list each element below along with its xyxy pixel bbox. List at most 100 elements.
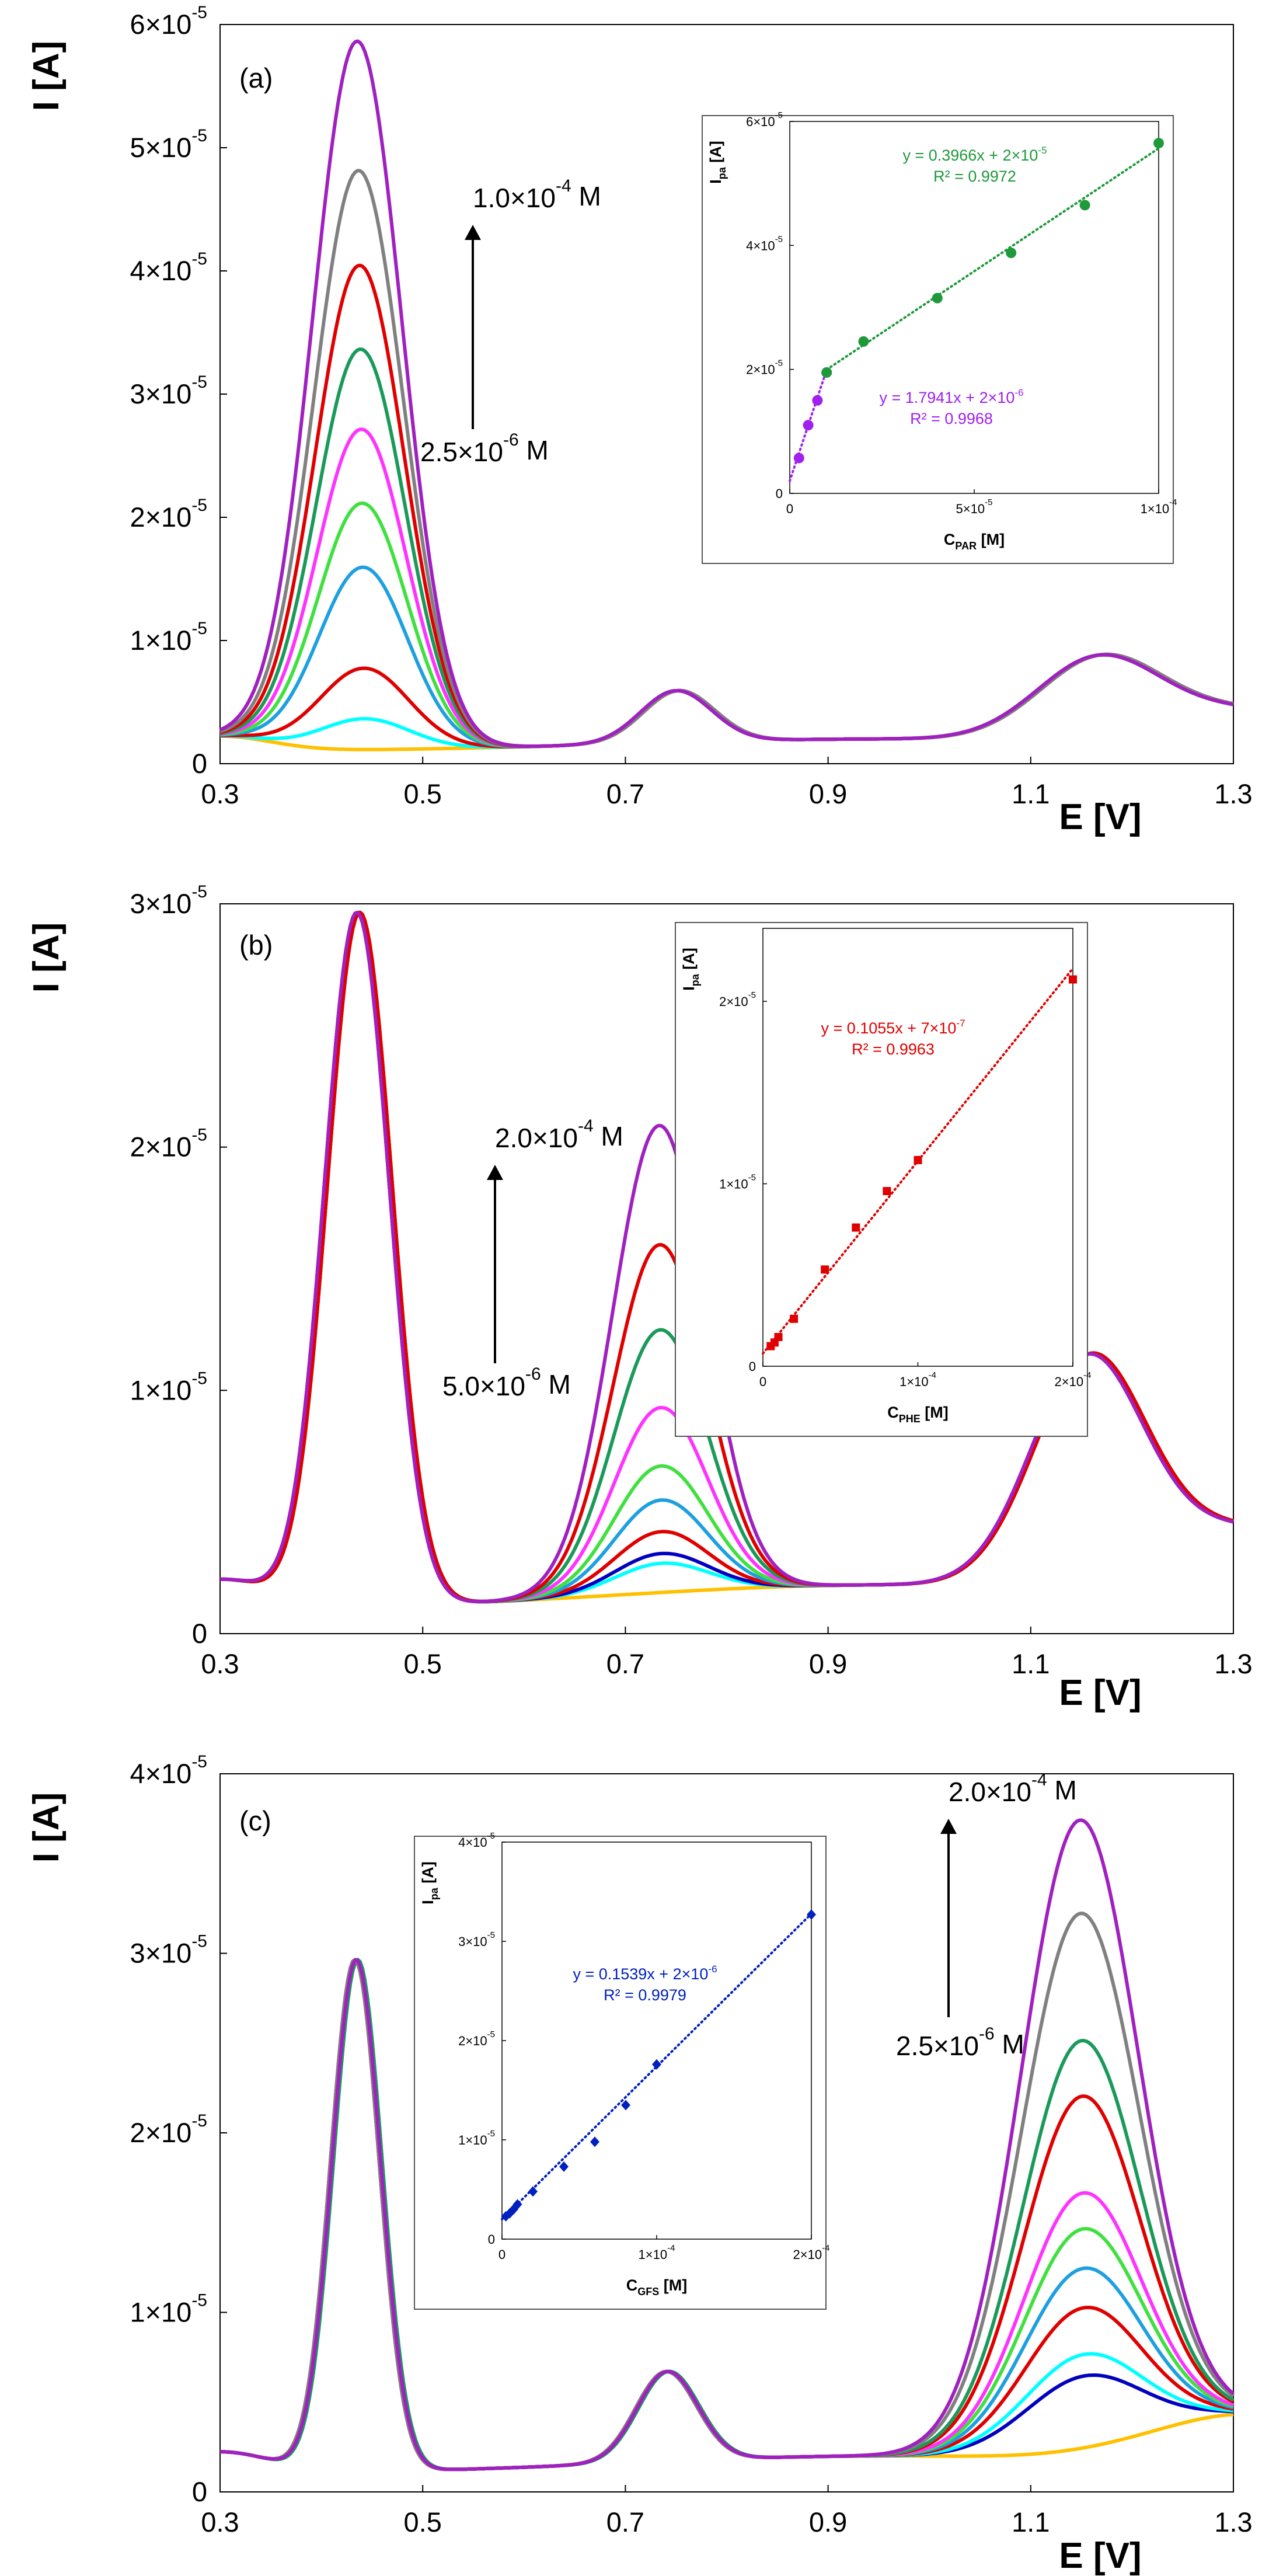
plot-frame	[219, 903, 1234, 1634]
concentration-low-label-mantissa: 2.5×10	[420, 437, 503, 467]
inset-y-axis-label-unit: [A]	[707, 141, 724, 167]
inset-y-axis-label: Ipa [A]	[419, 1861, 440, 1905]
y-tick-label: 2×10-5	[130, 496, 207, 532]
y-tick-label-mantissa: 3×10	[130, 378, 191, 409]
inset-data-point	[793, 452, 804, 464]
y-tick-label: 3×10-5	[130, 882, 207, 919]
concentration-low-label-mantissa: 5.0×10	[442, 1371, 525, 1401]
x-tick-label: 0.9	[809, 1648, 847, 1679]
inset-fit-line	[789, 368, 828, 482]
x-tick-label: 0.3	[201, 2507, 239, 2537]
y-tick-label-exponent: -5	[191, 373, 207, 392]
inset-x-tick-label-mantissa: 1×10	[900, 1374, 929, 1389]
inset-x-tick-label: 1×10-4	[900, 1370, 936, 1389]
inset-x-axis-label-sub: PAR	[955, 540, 977, 552]
inset-x-axis-label-sub: PHE	[899, 1413, 921, 1425]
concentration-low-label: 2.5×10-6 M	[420, 430, 549, 467]
inset-x-tick-label: 0	[498, 2247, 505, 2262]
y-tick-label-exponent: -5	[191, 619, 207, 638]
y-tick-label: 0	[192, 748, 207, 779]
inset-fit-equation: y = 0.3966x + 2×10-5	[902, 145, 1047, 164]
inset-fit-r-squared: R² = 0.9968	[910, 410, 993, 427]
y-axis-label: I [A]	[26, 41, 67, 112]
concentration-high-label: 2.0×10-4 M	[949, 1770, 1077, 1807]
inset-x-tick-label-exponent: -4	[1083, 1370, 1091, 1380]
inset-fit-equation: y = 0.1539x + 2×10-6	[573, 1964, 717, 1983]
inset-x-tick-label: 1×10-4	[1141, 497, 1177, 516]
inset-frame	[414, 1836, 827, 2310]
inset-y-tick-label-mantissa: 0	[488, 2232, 495, 2247]
voltammogram-curve	[219, 39, 1234, 748]
concentration-high-unit: M	[571, 181, 601, 211]
inset-data-point	[621, 2100, 630, 2111]
inset-y-axis-label-sub: pa	[689, 973, 701, 986]
inset-data-point	[512, 2199, 522, 2210]
inset-x-axis-label-main: C	[887, 1404, 899, 1421]
inset-y-tick-label-exponent: -5	[775, 234, 783, 244]
y-tick-label: 6×10-5	[130, 3, 207, 40]
y-tick-label-exponent: -5	[191, 1126, 207, 1145]
inset-y-tick-label-exponent: -5	[487, 1930, 495, 1940]
inset-fit-equation-text: y = 0.3966x + 2×10	[902, 147, 1038, 164]
inset-x-tick-label-mantissa: 1×10	[639, 2247, 668, 2262]
y-tick-label-mantissa: 4×10	[130, 1758, 191, 1789]
concentration-low-label-exponent: -6	[503, 430, 519, 450]
inset-y-tick-label: 0	[488, 2232, 495, 2247]
y-tick-label: 0	[192, 2476, 207, 2507]
inset-y-tick-label-exponent: -5	[487, 1831, 495, 1841]
y-tick-label-mantissa: 1×10	[130, 625, 191, 656]
inset-fit-equation-text: y = 1.7941x + 2×10	[879, 389, 1014, 406]
y-tick-label-mantissa: 6×10	[130, 9, 191, 40]
inset-fit-equation-text: y = 0.1539x + 2×10	[573, 1965, 708, 1983]
inset-fit-equation-exponent: -6	[708, 1964, 717, 1975]
x-tick-label: 0.7	[606, 2507, 644, 2537]
inset-y-tick-label: 4×10-5	[458, 1831, 495, 1850]
y-tick-label-exponent: -5	[191, 1369, 207, 1388]
inset-data-point	[1079, 200, 1090, 211]
inset-data-point	[559, 2161, 569, 2172]
inset-y-tick-label-mantissa: 3×10	[458, 1934, 487, 1949]
inset-y-tick-label-exponent: -5	[775, 358, 783, 368]
y-tick-label: 1×10-5	[130, 619, 207, 656]
concentration-high-label: 1.0×10-4 M	[473, 176, 601, 213]
y-tick-label-mantissa: 0	[192, 1618, 207, 1649]
concentration-high-label-exponent: -4	[1031, 1770, 1047, 1790]
inset-x-tick-label-exponent: -4	[1169, 497, 1177, 507]
concentration-low-unit: M	[541, 1369, 571, 1400]
y-tick-label-mantissa: 0	[192, 748, 207, 779]
voltammogram-curve	[219, 652, 1234, 749]
y-tick-label-exponent: -5	[191, 3, 207, 22]
inset-y-tick-label-mantissa: 1×10	[719, 1177, 748, 1192]
inset-fit-r-squared: R² = 0.9972	[933, 168, 1016, 185]
inset-y-axis-label-sub: pa	[716, 166, 728, 179]
y-tick-label-mantissa: 3×10	[130, 888, 191, 919]
inset-y-tick-label: 2×10-5	[458, 2030, 495, 2048]
inset-x-tick-label-mantissa: 0	[786, 502, 793, 516]
y-tick-label-exponent: -5	[191, 249, 207, 269]
concentration-low-label-mantissa: 2.5×10	[896, 2031, 979, 2061]
inset-fit-equation: y = 1.7941x + 2×10-6	[879, 387, 1023, 406]
inset-y-tick-label-exponent: -5	[487, 2129, 495, 2139]
y-tick-label: 1×10-5	[130, 2291, 207, 2328]
inset-x-tick-label-mantissa: 0	[759, 1374, 766, 1389]
inset-x-tick-label: 0	[759, 1374, 766, 1389]
panel-label: (a)	[239, 62, 273, 93]
inset-data-point	[590, 2136, 599, 2147]
y-tick-label: 0	[192, 1618, 207, 1649]
concentration-high-label-exponent: -4	[578, 1116, 594, 1136]
inset-x-axis-label-unit: [M]	[659, 2276, 687, 2294]
inset-y-tick-label: 0	[749, 1359, 756, 1374]
inset-x-axis-label-main: C	[944, 531, 956, 548]
inset-x-axis-label-main: C	[626, 2276, 638, 2294]
inset-frame	[675, 922, 1088, 1437]
x-tick-label: 0.9	[809, 2507, 847, 2537]
inset-y-axis-label-unit: [A]	[419, 1861, 437, 1888]
x-tick-label: 0.5	[404, 1648, 442, 1679]
inset-x-axis-label-sub: GFS	[637, 2286, 659, 2297]
inset-fit-equation-exponent: -5	[1038, 145, 1047, 156]
y-axis-label: I [A]	[26, 923, 67, 993]
inset-x-tick-label-exponent: -4	[667, 2243, 675, 2253]
inset-y-tick-label: 1×10-5	[719, 1173, 756, 1192]
